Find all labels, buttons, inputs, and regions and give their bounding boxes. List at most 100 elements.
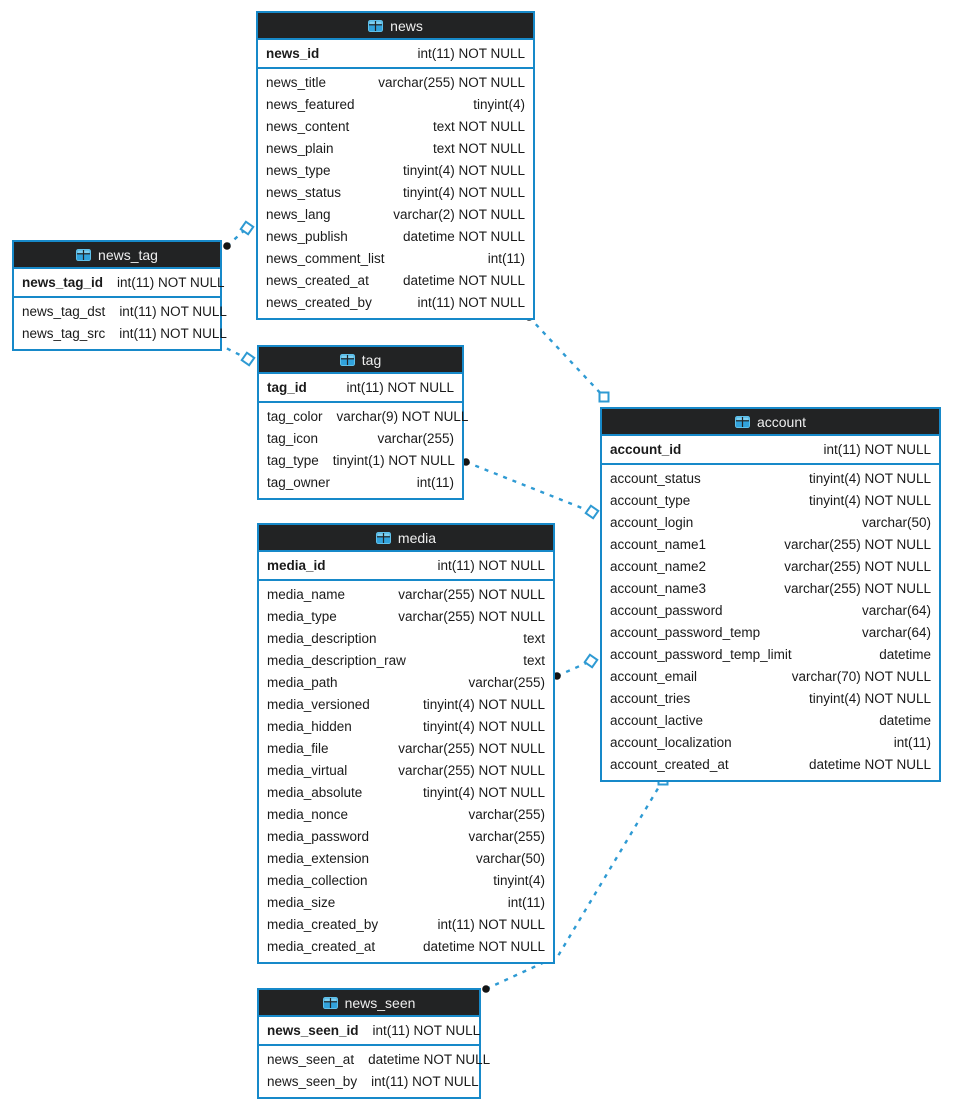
column-media_file[interactable]: media_file varchar(255) NOT NULL	[259, 738, 553, 760]
table-header[interactable]: news_tag	[14, 242, 220, 269]
column-news_created_by[interactable]: news_created_by int(11) NOT NULL	[258, 292, 533, 314]
table-news[interactable]: news news_id int(11) NOT NULL news_title…	[256, 11, 535, 320]
column-type: varchar(64)	[861, 625, 931, 640]
table-name: account	[756, 413, 807, 430]
column-tag_icon[interactable]: tag_icon varchar(255)	[259, 428, 462, 450]
column-media_type[interactable]: media_type varchar(255) NOT NULL	[259, 606, 553, 628]
column-news_created_at[interactable]: news_created_at datetime NOT NULL	[258, 270, 533, 292]
column-account_password[interactable]: account_password varchar(64)	[602, 600, 939, 622]
column-account_email[interactable]: account_email varchar(70) NOT NULL	[602, 666, 939, 688]
column-news_seen_id[interactable]: news_seen_id int(11) NOT NULL	[259, 1018, 480, 1043]
column-news_tag_dst[interactable]: news_tag_dst int(11) NOT NULL	[14, 301, 227, 323]
table-header[interactable]: account	[602, 409, 939, 436]
column-media_id[interactable]: media_id int(11) NOT NULL	[259, 553, 553, 578]
table-media[interactable]: media media_id int(11) NOT NULL media_na…	[257, 523, 555, 964]
column-account_name3[interactable]: account_name3 varchar(255) NOT NULL	[602, 578, 939, 600]
column-type: tinyint(4) NOT NULL	[422, 719, 545, 734]
table-header[interactable]: news_seen	[259, 990, 479, 1017]
relationship-tag-account[interactable]	[465, 460, 593, 514]
column-account_type[interactable]: account_type tinyint(4) NOT NULL	[602, 490, 939, 512]
column-name: media_created_at	[267, 939, 376, 954]
column-account_login[interactable]: account_login varchar(50)	[602, 512, 939, 534]
column-tag_type[interactable]: tag_type tinyint(1) NOT NULL	[259, 450, 462, 472]
column-account_created_at[interactable]: account_created_at datetime NOT NULL	[602, 754, 939, 776]
column-name: media_id	[267, 558, 326, 573]
column-news_id[interactable]: news_id int(11) NOT NULL	[258, 41, 533, 66]
relationship-media-account[interactable]	[556, 659, 592, 678]
table-name: media	[397, 529, 437, 546]
column-media_name[interactable]: media_name varchar(255) NOT NULL	[259, 584, 553, 606]
column-name: media_size	[267, 895, 336, 910]
column-account_id[interactable]: account_id int(11) NOT NULL	[602, 437, 939, 462]
column-name: media_absolute	[267, 785, 363, 800]
column-name: account_lactive	[610, 713, 704, 728]
column-type: int(11) NOT NULL	[417, 46, 525, 61]
column-media_versioned[interactable]: media_versioned tinyint(4) NOT NULL	[259, 694, 553, 716]
connector-diamond-endpoint	[584, 504, 600, 520]
table-icon	[322, 996, 338, 1009]
column-account_password_temp[interactable]: account_password_temp varchar(64)	[602, 622, 939, 644]
column-name: account_status	[610, 471, 701, 486]
column-name: media_description_raw	[267, 653, 406, 668]
column-news_tag_src[interactable]: news_tag_src int(11) NOT NULL	[14, 323, 227, 345]
table-header[interactable]: media	[259, 525, 553, 552]
column-account_name1[interactable]: account_name1 varchar(255) NOT NULL	[602, 534, 939, 556]
primary-key-section: account_id int(11) NOT NULL	[602, 436, 939, 465]
column-media_created_by[interactable]: media_created_by int(11) NOT NULL	[259, 914, 553, 936]
column-account_lactive[interactable]: account_lactive datetime	[602, 710, 939, 732]
column-media_path[interactable]: media_path varchar(255)	[259, 672, 553, 694]
column-media_collection[interactable]: media_collection tinyint(4)	[259, 870, 553, 892]
column-news_lang[interactable]: news_lang varchar(2) NOT NULL	[258, 204, 533, 226]
table-header[interactable]: news	[258, 13, 533, 40]
column-media_size[interactable]: media_size int(11)	[259, 892, 553, 914]
table-header[interactable]: tag	[259, 347, 462, 374]
table-tag[interactable]: tag tag_id int(11) NOT NULL tag_color va…	[257, 345, 468, 500]
column-media_absolute[interactable]: media_absolute tinyint(4) NOT NULL	[259, 782, 553, 804]
table-account[interactable]: account account_id int(11) NOT NULL acco…	[600, 407, 941, 782]
column-account_localization[interactable]: account_localization int(11)	[602, 732, 939, 754]
column-name: news_id	[266, 46, 320, 61]
column-tag_id[interactable]: tag_id int(11) NOT NULL	[259, 375, 462, 400]
column-news_seen_at[interactable]: news_seen_at datetime NOT NULL	[259, 1049, 490, 1071]
column-news_status[interactable]: news_status tinyint(4) NOT NULL	[258, 182, 533, 204]
column-account_tries[interactable]: account_tries tinyint(4) NOT NULL	[602, 688, 939, 710]
column-media_description_raw[interactable]: media_description_raw text	[259, 650, 553, 672]
relationship-news-account[interactable]	[528, 316, 605, 398]
column-news_tag_id[interactable]: news_tag_id int(11) NOT NULL	[14, 270, 225, 295]
column-media_nonce[interactable]: media_nonce varchar(255)	[259, 804, 553, 826]
column-account_name2[interactable]: account_name2 varchar(255) NOT NULL	[602, 556, 939, 578]
column-news_publish[interactable]: news_publish datetime NOT NULL	[258, 226, 533, 248]
column-media_password[interactable]: media_password varchar(255)	[259, 826, 553, 848]
column-news_content[interactable]: news_content text NOT NULL	[258, 116, 533, 138]
column-name: news_comment_list	[266, 251, 385, 266]
column-tag_color[interactable]: tag_color varchar(9) NOT NULL	[259, 406, 468, 428]
column-type: varchar(255) NOT NULL	[398, 609, 545, 624]
column-news_plain[interactable]: news_plain text NOT NULL	[258, 138, 533, 160]
column-name: news_plain	[266, 141, 334, 156]
column-account_status[interactable]: account_status tinyint(4) NOT NULL	[602, 468, 939, 490]
column-media_extension[interactable]: media_extension varchar(50)	[259, 848, 553, 870]
column-media_virtual[interactable]: media_virtual varchar(255) NOT NULL	[259, 760, 553, 782]
column-news_type[interactable]: news_type tinyint(4) NOT NULL	[258, 160, 533, 182]
column-type: int(11) NOT NULL	[119, 304, 227, 319]
relationship-news_tag-news[interactable]	[226, 227, 248, 247]
column-news_seen_by[interactable]: news_seen_by int(11) NOT NULL	[259, 1071, 479, 1093]
column-account_password_temp_limit[interactable]: account_password_temp_limit datetime	[602, 644, 939, 666]
column-type: tinyint(4) NOT NULL	[422, 697, 545, 712]
table-news_seen[interactable]: news_seen news_seen_id int(11) NOT NULL …	[257, 988, 490, 1099]
column-name: media_nonce	[267, 807, 349, 822]
column-name: news_seen_at	[267, 1052, 355, 1067]
relationship-news_tag-tag[interactable]	[217, 342, 249, 361]
column-media_created_at[interactable]: media_created_at datetime NOT NULL	[259, 936, 553, 958]
column-media_description[interactable]: media_description text	[259, 628, 553, 650]
column-tag_owner[interactable]: tag_owner int(11)	[259, 472, 462, 494]
column-news_title[interactable]: news_title varchar(255) NOT NULL	[258, 72, 533, 94]
column-name: news_created_at	[266, 273, 369, 288]
column-news_comment_list[interactable]: news_comment_list int(11)	[258, 248, 533, 270]
column-media_hidden[interactable]: media_hidden tinyint(4) NOT NULL	[259, 716, 553, 738]
table-icon	[368, 19, 384, 32]
table-news_tag[interactable]: news_tag news_tag_id int(11) NOT NULL ne…	[12, 240, 227, 351]
column-news_featured[interactable]: news_featured tinyint(4)	[258, 94, 533, 116]
column-name: news_created_by	[266, 295, 372, 310]
column-name: media_extension	[267, 851, 370, 866]
